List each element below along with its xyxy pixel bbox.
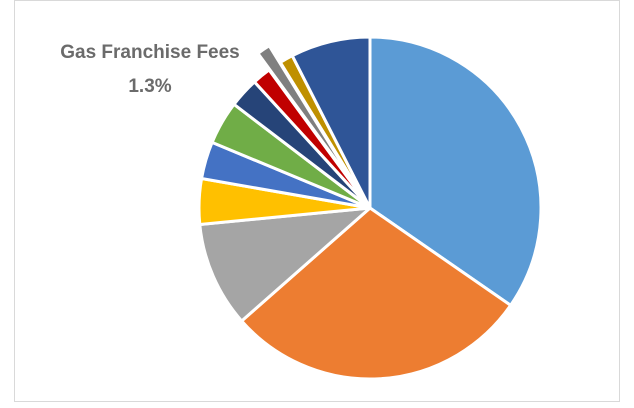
pie-slice-9 bbox=[256, 44, 361, 193]
callout-label-value: 1.3% bbox=[128, 76, 171, 97]
callout-label-name: Gas Franchise Fees bbox=[60, 42, 240, 63]
pie-slices bbox=[197, 35, 543, 381]
pie-slice-1 bbox=[368, 35, 543, 307]
pie-slice-2 bbox=[240, 206, 513, 381]
pie-slice-11 bbox=[290, 35, 372, 210]
pie-slice-3 bbox=[198, 206, 372, 323]
